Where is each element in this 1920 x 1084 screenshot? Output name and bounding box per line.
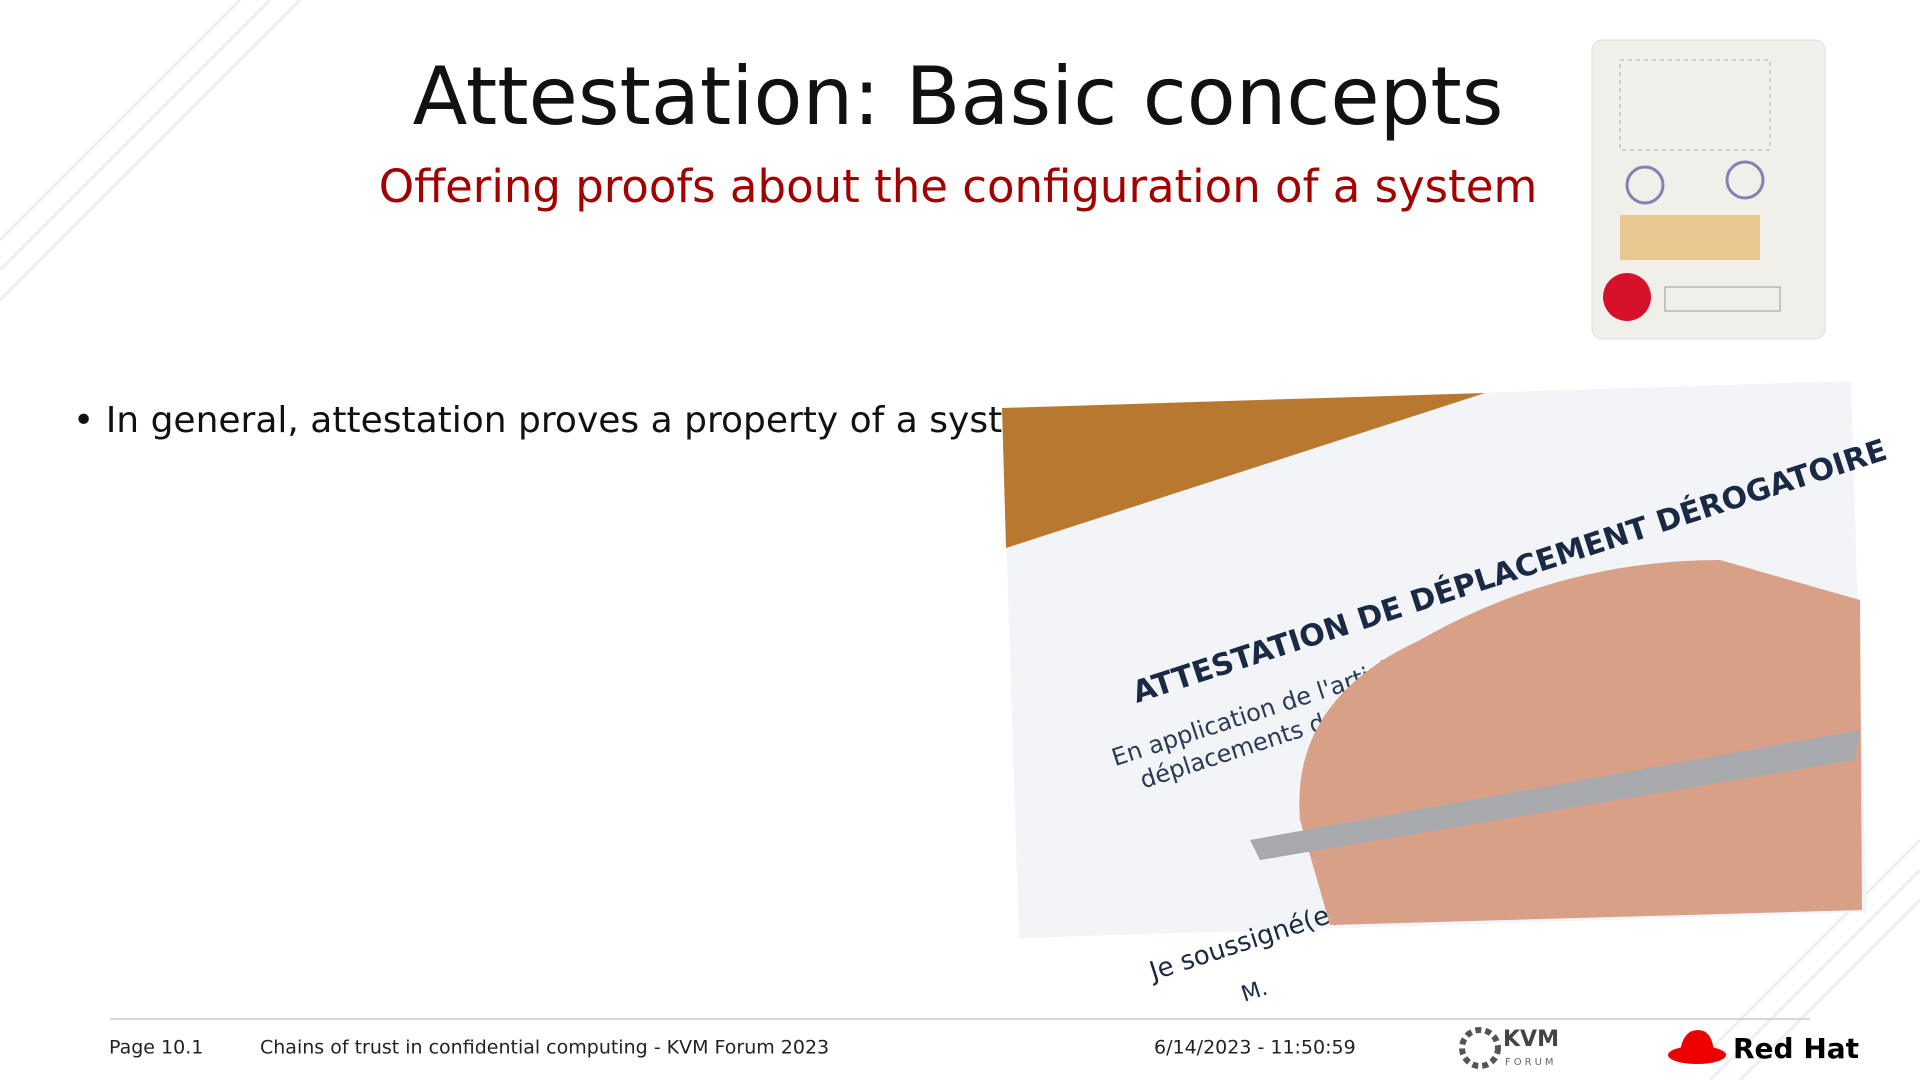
bullet: • In general, attestation proves a prope…: [73, 400, 1059, 441]
attestation-photo: ATTESTATION DE DÉPLACEMENT DÉROGATOIRE E…: [1002, 381, 1891, 1008]
title: Attestation: Basic concepts: [413, 50, 1504, 143]
footer-page: Page 10.1: [109, 1037, 203, 1059]
kvm-logo: KVM FORUM: [1459, 1027, 1559, 1069]
brand-text: Red Hat: [1733, 1032, 1859, 1065]
document-photo: [1591, 39, 1826, 340]
redhat-logo: Red Hat: [1668, 1030, 1859, 1065]
footer-date: 6/14/2023 - 11:50:59: [1154, 1037, 1356, 1059]
kvm-text: KVM: [1503, 1027, 1559, 1052]
subtitle: Offering proofs about the configuration …: [379, 160, 1538, 213]
photo-name: M.: [1238, 976, 1270, 1008]
forum-text: FORUM: [1505, 1057, 1557, 1068]
footer-talk: Chains of trust in confidential computin…: [260, 1037, 829, 1059]
